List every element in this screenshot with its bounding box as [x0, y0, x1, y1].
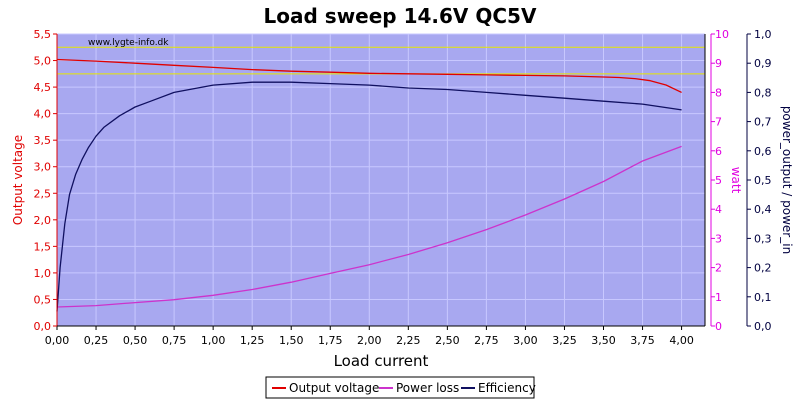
x-tick-label: 2,50: [435, 334, 460, 347]
y-right-efficiency-tick-label: 0,4: [754, 203, 772, 216]
x-axis-title: Load current: [334, 352, 429, 370]
series-layer: [56, 58, 682, 312]
x-tick-label: 3,00: [513, 334, 538, 347]
legend-box: [265, 376, 535, 399]
x-tick-label: 2,75: [474, 334, 499, 347]
y-left-tick-label: 2,5: [34, 187, 52, 200]
y-right-watt-tick-label: 2: [715, 262, 722, 275]
x-tick-label: 1,00: [201, 334, 226, 347]
y-right-efficiency-tick-label: 0,8: [754, 86, 772, 99]
y-right-watt-tick-label: 5: [715, 174, 722, 187]
x-tick-label: 0,00: [45, 334, 70, 347]
x-tick-label: 4,00: [669, 334, 694, 347]
x-tick-label: 1,75: [318, 334, 343, 347]
y-right-efficiency-tick-label: 0,1: [754, 291, 772, 304]
y-right-efficiency-tick-label: 0,2: [754, 262, 772, 275]
y-axis-right-watt-title: watt: [729, 167, 743, 194]
axes: 0,00 0,25 0,50 0,75 1,00 1,25 1,50 1,75 2,00 2,25…: [34, 28, 772, 347]
y-right-watt-tick-label: 3: [715, 232, 722, 245]
x-tick-label: 1,25: [240, 334, 265, 347]
x-tick-label: 0,75: [162, 334, 187, 347]
y-right-watt-tick-label: 9: [715, 57, 722, 70]
y-right-efficiency-tick-label: 0,6: [754, 145, 772, 158]
y-left-tick-label: 5,0: [34, 55, 52, 68]
plot-area: [57, 34, 705, 326]
y-right-efficiency-tick-label: 1,0: [754, 28, 772, 41]
y-right-efficiency-tick-label: 0,3: [754, 232, 772, 245]
y-right-efficiency-tick-label: 0,5: [754, 174, 772, 187]
y-left-tick-label: 3,5: [34, 134, 52, 147]
y-left-tick-label: 1,5: [34, 240, 52, 253]
x-tick-label: 0,25: [84, 334, 109, 347]
series-line-output-voltage: [56, 58, 682, 93]
legend-label-output-voltage: Output voltage: [289, 381, 379, 395]
y-right-efficiency-tick-label: 0,7: [754, 116, 772, 129]
y-left-tick-label: 0,5: [34, 293, 52, 306]
x-tick-label: 3,25: [552, 334, 577, 347]
x-tick-label: 3,75: [630, 334, 655, 347]
legend-label-efficiency: Efficiency: [478, 381, 536, 395]
y-right-watt-tick-label: 10: [715, 28, 729, 41]
y-right-watt-tick-label: 6: [715, 145, 722, 158]
x-tick-label: 1,50: [279, 334, 304, 347]
y-right-watt-tick-label: 4: [715, 203, 722, 216]
y-left-tick-label: 3,0: [34, 161, 52, 174]
x-tick-label: 0,50: [123, 334, 148, 347]
y-left-tick-label: 2,0: [34, 214, 52, 227]
x-tick-label: 2,25: [396, 334, 421, 347]
y-right-efficiency-tick-label: 0,9: [754, 57, 772, 70]
y-right-watt-tick-label: 8: [715, 86, 722, 99]
y-right-efficiency-tick-label: 0,0: [754, 320, 772, 333]
x-tick-label: 3,50: [591, 334, 616, 347]
y-left-tick-label: 1,0: [34, 267, 52, 280]
y-axis-left-title: Output voltage: [11, 135, 25, 225]
watermark: www.lygte-info.dk: [88, 38, 169, 48]
y-left-tick-label: 0,0: [34, 320, 52, 333]
y-right-watt-tick-label: 7: [715, 116, 722, 129]
y-right-watt-tick-label: 0: [715, 320, 722, 333]
chart-title: Load sweep 14.6V QC5V: [264, 4, 537, 28]
series-line-power-loss: [56, 145, 682, 308]
series-line-efficiency: [56, 81, 682, 312]
y-left-tick-label: 4,5: [34, 81, 52, 94]
x-tick-label: 2,00: [357, 334, 382, 347]
legend: Output voltage Power loss Efficiency: [265, 376, 536, 399]
y-left-tick-label: 4,0: [34, 108, 52, 121]
y-axis-right-efficiency-title: power_output / power_in: [780, 106, 794, 254]
y-left-tick-label: 5,5: [34, 28, 52, 41]
y-right-watt-tick-label: 1: [715, 291, 722, 304]
legend-label-power-loss: Power loss: [396, 381, 459, 395]
